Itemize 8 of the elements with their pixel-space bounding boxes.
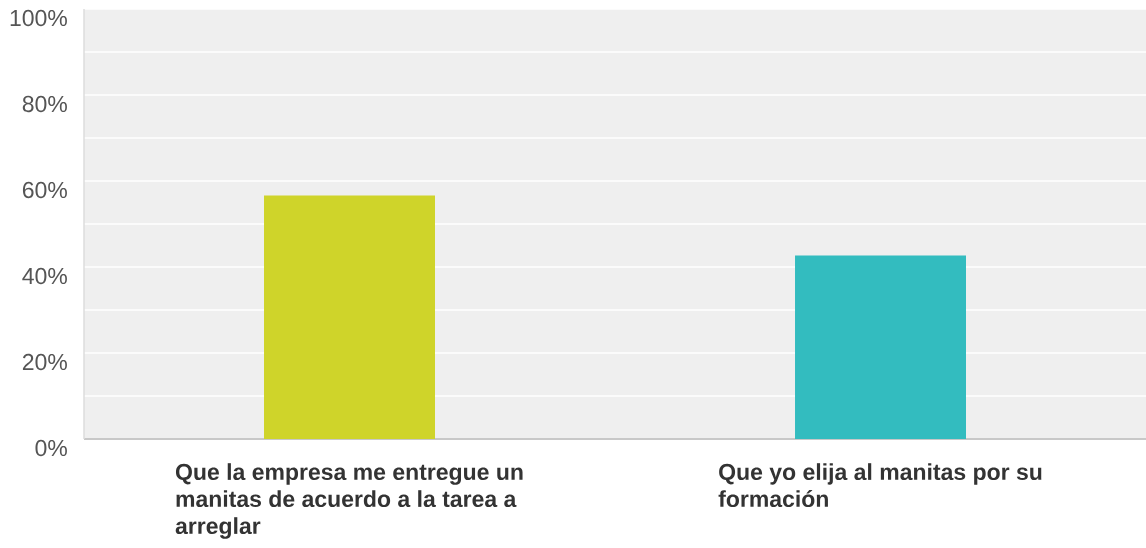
- y-tick-label: 80%: [22, 95, 67, 113]
- y-tick-label: 100%: [10, 9, 67, 27]
- y-tick-label: 60%: [22, 181, 67, 199]
- y-tick-label: 0%: [35, 439, 67, 457]
- x-tick-label: Que la empresa me entregue un manitas de acuerdo a la tarea a arreglar: [175, 463, 523, 539]
- y-tick-label: 20%: [22, 353, 67, 371]
- x-tick-label: Que yo elija al manitas por su formación: [718, 463, 1042, 508]
- y-tick-label: 40%: [22, 267, 67, 285]
